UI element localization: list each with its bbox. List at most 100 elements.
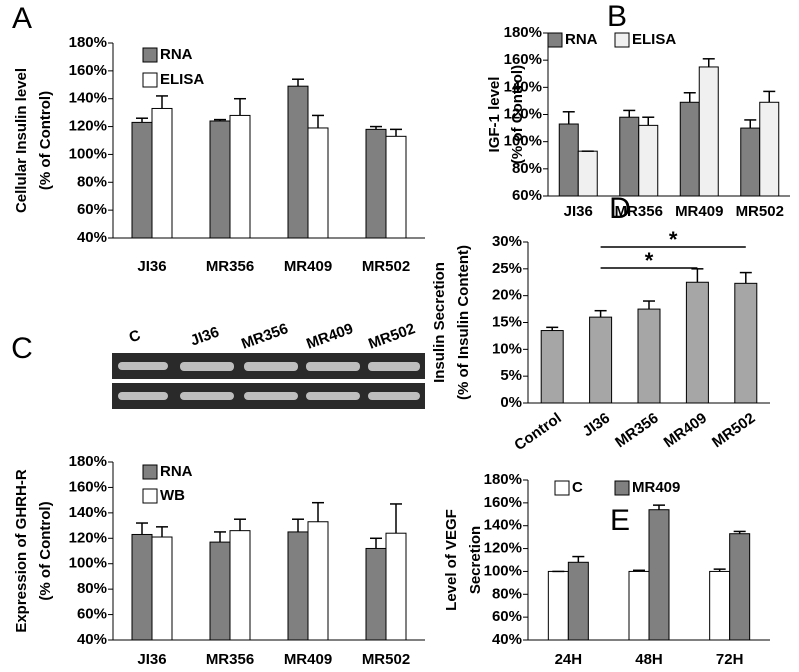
error-bar: [370, 125, 382, 130]
x-tick-label: MR409: [675, 203, 723, 220]
bar: [151, 107, 173, 239]
x-tick-label: 48H: [635, 651, 663, 668]
gel-band: [306, 392, 360, 400]
error-bar: [739, 271, 752, 284]
annotation: *: [645, 248, 654, 273]
gel-band: [244, 392, 298, 400]
y-tick-label: 100%: [504, 133, 542, 150]
bar: [648, 509, 670, 641]
bar: [589, 316, 613, 404]
bar: [209, 120, 231, 239]
y-axis-label: Secretion: [467, 526, 484, 594]
bar: [307, 127, 329, 239]
bar: [131, 121, 153, 239]
x-tick-label: MR502: [709, 410, 758, 452]
bar: [365, 547, 387, 641]
y-tick-label: 60%: [492, 608, 522, 625]
y-tick-label: 140%: [484, 517, 522, 534]
annotation: *: [669, 227, 678, 252]
gel-band: [180, 362, 234, 371]
y-tick-label: 40%: [77, 631, 107, 648]
gel-image: [112, 353, 425, 409]
bar: [547, 570, 569, 641]
y-tick-label: 0%: [500, 394, 522, 411]
x-tick-label: 72H: [716, 651, 744, 668]
error-bar: [370, 537, 382, 549]
x-tick-label: MR502: [362, 258, 410, 275]
x-tick-label: MR356: [612, 410, 661, 452]
bar: [229, 114, 251, 239]
error-bar: [312, 114, 324, 128]
legend-swatch: [614, 32, 630, 48]
y-tick-label: 80%: [492, 585, 522, 602]
legend-label: C: [572, 479, 583, 496]
legend-swatch: [554, 480, 570, 496]
gel-lane-label: MR356: [239, 320, 290, 353]
legend-swatch: [142, 464, 158, 480]
error-bar: [156, 526, 168, 538]
y-tick-label: 140%: [504, 78, 542, 95]
y-tick-label: 5%: [500, 367, 522, 384]
bar: [307, 521, 329, 641]
error-bar: [292, 518, 304, 532]
error-bar: [733, 530, 746, 534]
panel-label: A: [12, 2, 32, 35]
y-tick-label: 160%: [69, 62, 107, 79]
error-bar: [562, 111, 575, 125]
error-bar: [594, 309, 607, 318]
legend-swatch: [547, 32, 563, 48]
gel-band: [368, 392, 420, 400]
error-bar: [390, 128, 402, 137]
legend-label: RNA: [565, 31, 598, 48]
bar: [365, 128, 387, 239]
gel-lane-label: MR409: [304, 320, 355, 353]
panel-label: D: [609, 192, 631, 225]
bar: [637, 308, 661, 404]
bar: [698, 66, 719, 197]
bar: [740, 127, 761, 197]
y-tick-label: 60%: [77, 606, 107, 623]
legend-swatch: [142, 72, 158, 88]
bar: [209, 541, 231, 641]
panel-label: C: [11, 332, 33, 365]
y-tick-label: 180%: [69, 453, 107, 470]
y-tick-label: 160%: [504, 51, 542, 68]
bar: [385, 135, 407, 239]
y-axis-label: (% of Control): [37, 501, 54, 600]
legend-label: WB: [160, 487, 185, 504]
error-bar: [702, 58, 715, 67]
error-bar: [156, 95, 168, 109]
y-tick-label: 40%: [492, 631, 522, 648]
legend-label: RNA: [160, 46, 193, 63]
y-tick-label: 20%: [492, 287, 522, 304]
error-bar: [744, 119, 757, 129]
y-axis-label: Insulin Secretion: [431, 262, 448, 383]
y-axis-label: Level of VEGF: [443, 509, 460, 611]
bar: [287, 85, 309, 239]
x-tick-label: MR409: [284, 258, 332, 275]
error-bar: [642, 116, 655, 126]
y-tick-label: 80%: [77, 580, 107, 597]
x-tick-label: MR409: [284, 651, 332, 668]
x-tick-label: MR409: [661, 410, 710, 452]
bar: [638, 124, 659, 197]
error-bar: [214, 531, 226, 543]
y-tick-label: 180%: [484, 471, 522, 488]
bar: [619, 116, 640, 197]
y-tick-label: 60%: [77, 201, 107, 218]
chart-panel: D Insulin Secretion (% of Insulin Content)…: [431, 192, 770, 454]
y-tick-label: 40%: [77, 229, 107, 246]
chart-panel: A Cellular Insulin level (% of Control) 40%…: [12, 2, 425, 275]
x-tick-label: Control: [511, 410, 564, 455]
y-tick-label: 10%: [492, 340, 522, 357]
error-bar: [713, 568, 726, 572]
bar: [577, 150, 598, 197]
y-tick-label: 80%: [512, 160, 542, 177]
error-bar: [763, 90, 776, 103]
panel-label: B: [607, 0, 627, 33]
y-tick-label: 120%: [504, 105, 542, 122]
y-tick-label: 100%: [484, 562, 522, 579]
y-tick-label: 160%: [69, 478, 107, 495]
error-bar: [653, 504, 665, 510]
bar: [628, 570, 650, 641]
